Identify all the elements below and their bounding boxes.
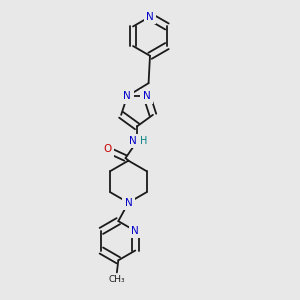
Text: O: O: [103, 144, 111, 154]
Text: N: N: [146, 12, 154, 22]
Text: N: N: [131, 226, 139, 236]
Text: N: N: [143, 91, 151, 101]
Text: CH₃: CH₃: [109, 275, 125, 284]
Text: N: N: [124, 198, 132, 208]
Text: N: N: [129, 136, 136, 146]
Text: N: N: [123, 91, 131, 101]
Text: H: H: [140, 136, 147, 146]
